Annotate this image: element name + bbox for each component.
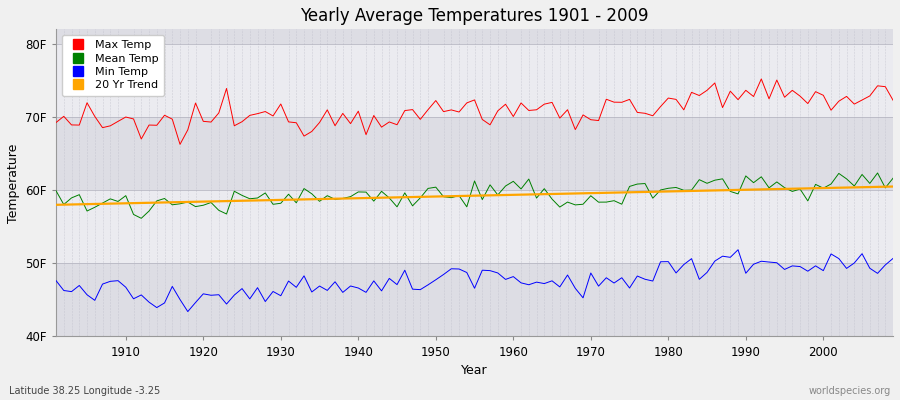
Bar bbox=[56, 263, 893, 336]
Text: Latitude 38.25 Longitude -3.25: Latitude 38.25 Longitude -3.25 bbox=[9, 386, 160, 396]
Bar bbox=[56, 0, 893, 44]
Bar bbox=[56, 44, 893, 117]
Bar bbox=[56, 190, 893, 263]
X-axis label: Year: Year bbox=[461, 364, 488, 377]
Text: worldspecies.org: worldspecies.org bbox=[809, 386, 891, 396]
Title: Yearly Average Temperatures 1901 - 2009: Yearly Average Temperatures 1901 - 2009 bbox=[301, 7, 649, 25]
Bar bbox=[56, 117, 893, 190]
Legend: Max Temp, Mean Temp, Min Temp, 20 Yr Trend: Max Temp, Mean Temp, Min Temp, 20 Yr Tre… bbox=[61, 35, 164, 96]
Y-axis label: Temperature: Temperature bbox=[7, 143, 20, 222]
